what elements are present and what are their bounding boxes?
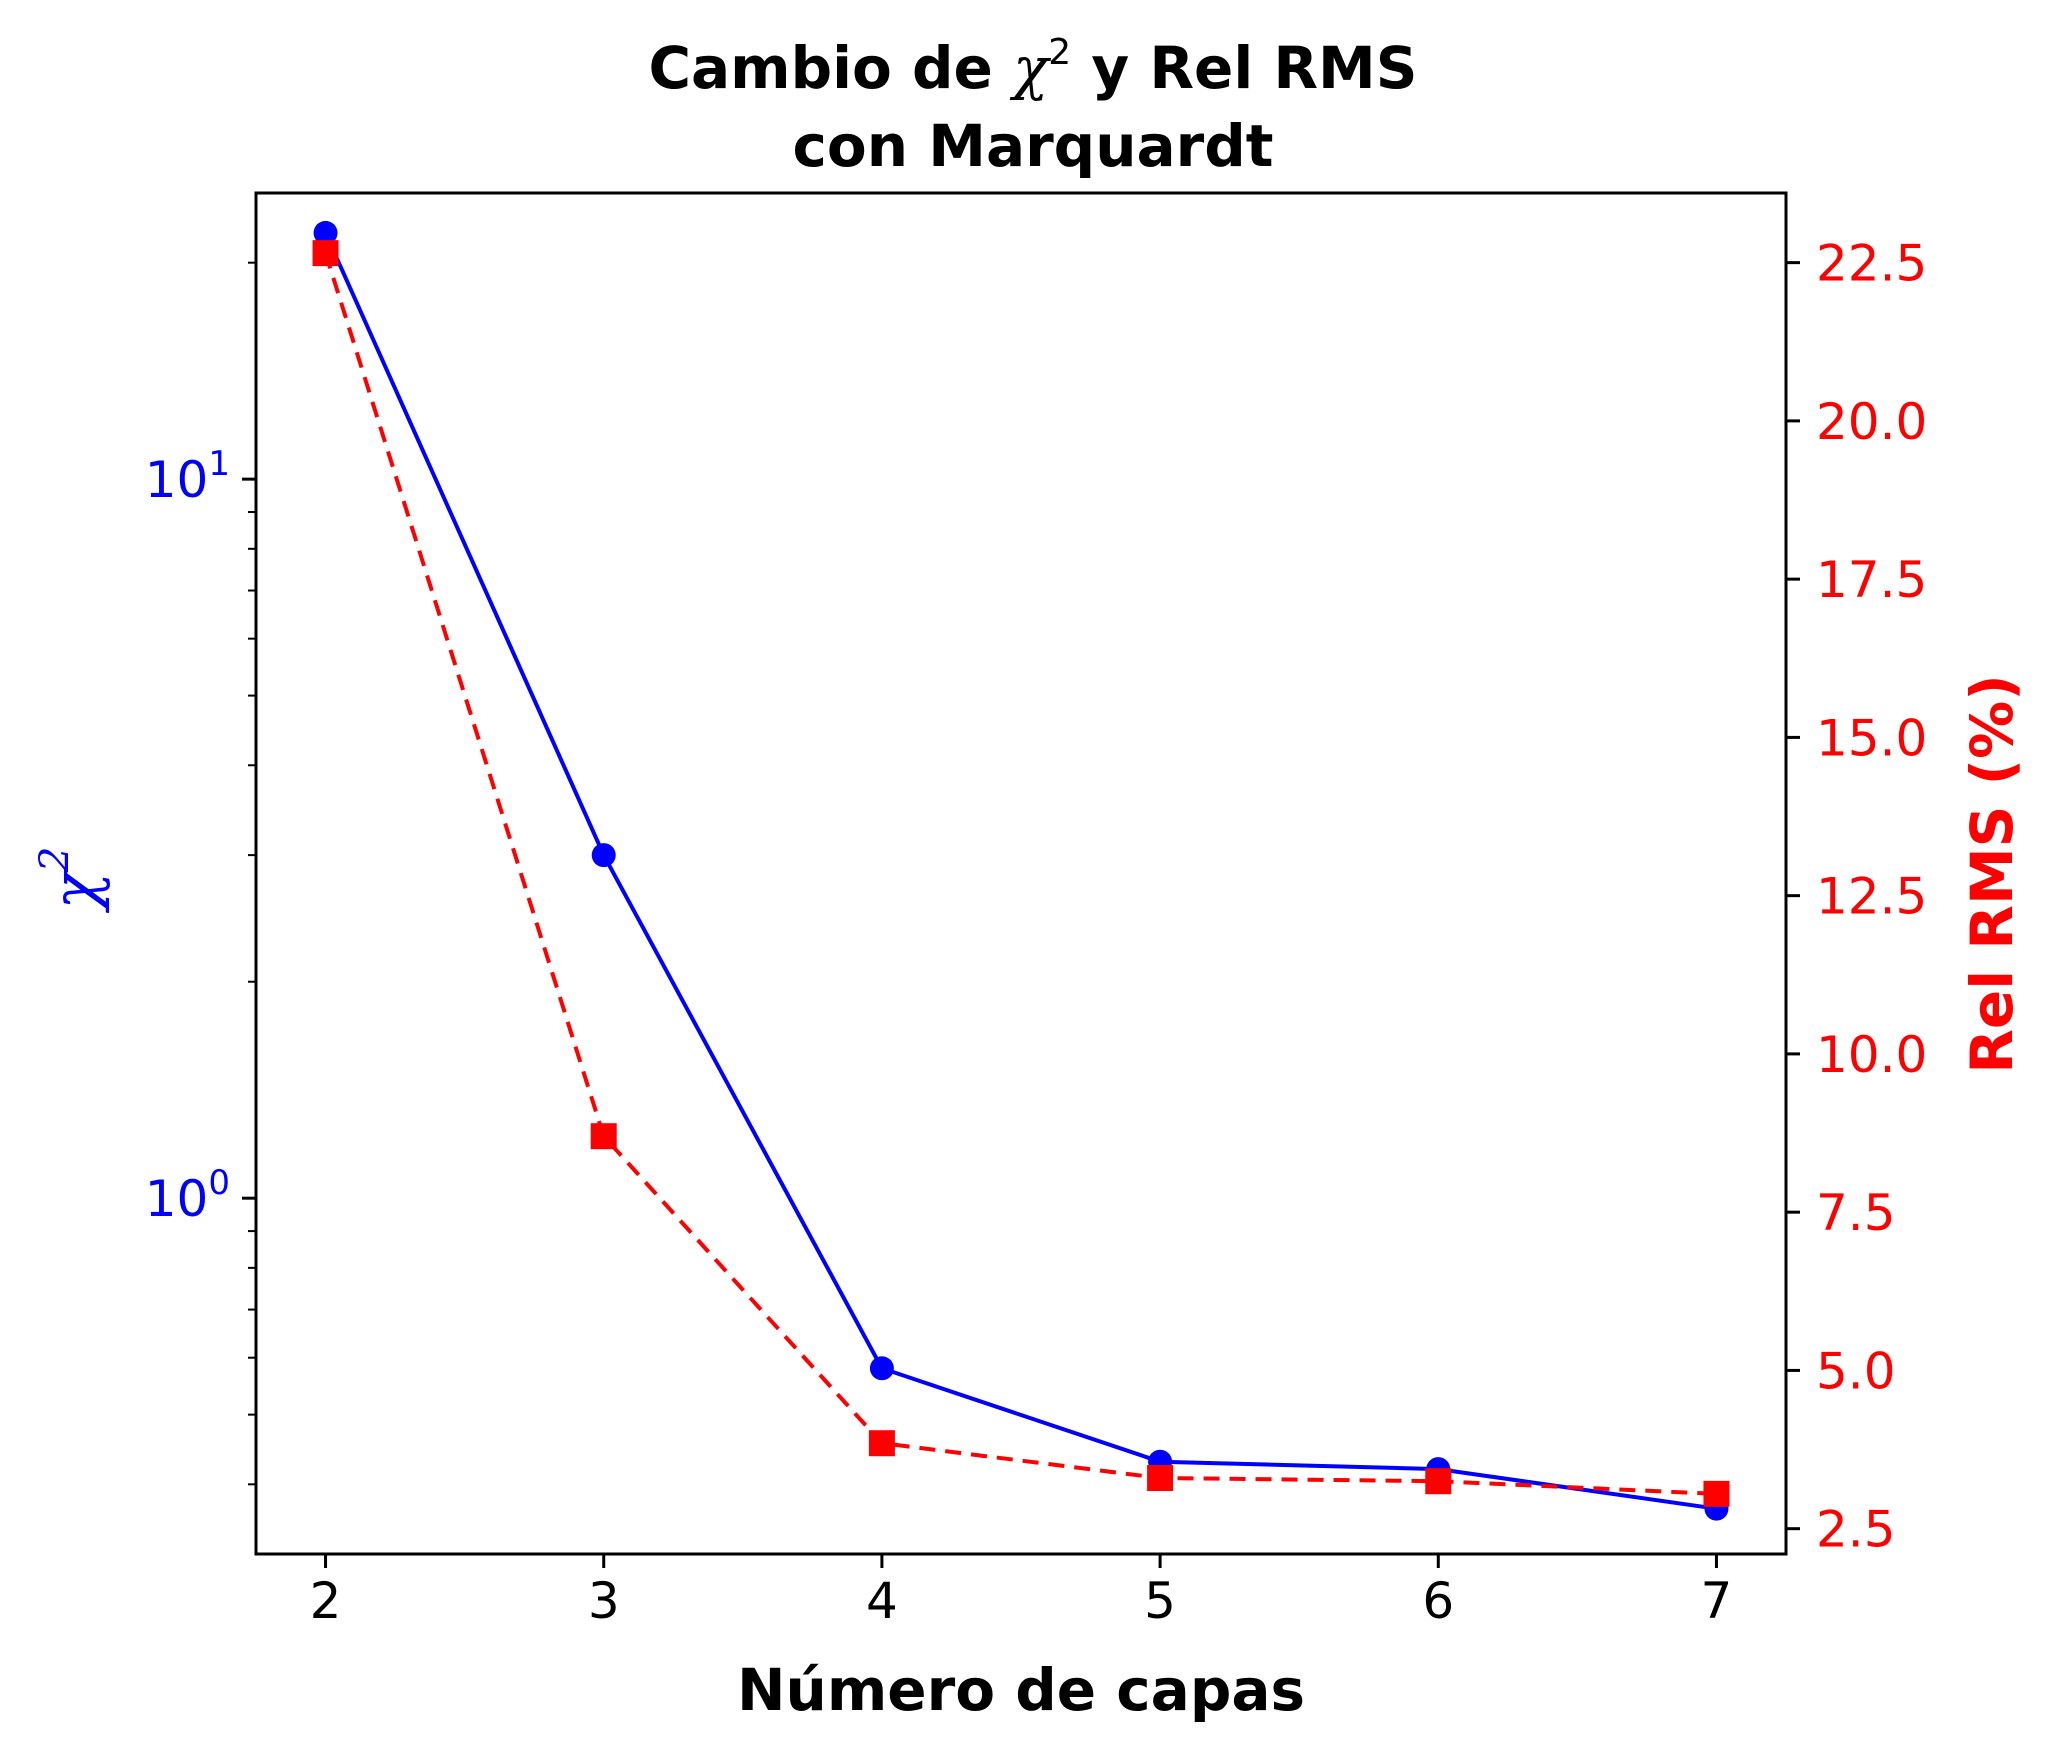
left-y-tick-exp: 0 [208, 1163, 230, 1203]
right-y-tick-label: 5.0 [1816, 1342, 1896, 1400]
left-y-tick-label: 100 [145, 1163, 230, 1228]
series-0-point [869, 1356, 894, 1381]
series-1-point [868, 1430, 895, 1457]
series-1-point [590, 1123, 617, 1150]
plot-area-frame [254, 191, 1788, 1556]
chart-title-line2: con Marquardt [793, 112, 1274, 180]
x-tick-label: 7 [1701, 1572, 1733, 1630]
series-line-1 [323, 252, 1717, 1496]
title-chi-symbol: χ [1009, 34, 1051, 102]
series-layer [312, 220, 1730, 1521]
x-tick-label: 3 [588, 1572, 620, 1630]
left-y-axis-label-symbol: χ [38, 869, 111, 914]
left-y-tick-base: 10 [145, 451, 209, 509]
series-0-point [591, 843, 616, 868]
left-y-tick-base: 10 [145, 1170, 209, 1228]
x-tick-label: 6 [1422, 1572, 1454, 1630]
title-suffix: y Rel RMS [1071, 34, 1417, 102]
x-tick-label: 5 [1144, 1572, 1176, 1630]
right-y-tick-label: 12.5 [1816, 868, 1927, 926]
right-y-tick-label: 7.5 [1816, 1184, 1896, 1242]
x-tick-label: 4 [866, 1572, 898, 1630]
right-y-tick-label: 15.0 [1816, 709, 1927, 767]
left-y-tick-label: 101 [145, 444, 230, 509]
right-y-tick-label: 22.5 [1816, 235, 1927, 293]
series-1-point [1425, 1468, 1452, 1495]
x-axis-label: Número de capas [737, 1656, 1305, 1724]
left-y-axis-label: χ2 [32, 846, 111, 913]
title-prefix: Cambio de [648, 34, 1013, 102]
chart-title-line1: Cambio de χ2 y Rel RMS [648, 32, 1417, 102]
series-1-point [1147, 1465, 1174, 1492]
right-y-tick-label: 20.0 [1816, 393, 1927, 451]
title-chi-sup: 2 [1048, 32, 1071, 73]
right-y-tick-label: 17.5 [1816, 551, 1927, 609]
right-y-axis-ticks: 2.5 5.0 7.5 10.0 12.5 15.0 17.5 20.0 22.5 [1786, 235, 1927, 1559]
series-line-0 [323, 232, 1717, 1511]
right-y-tick-label: 2.5 [1816, 1501, 1896, 1559]
x-tick-label: 2 [310, 1572, 342, 1630]
series-1-point [1703, 1480, 1730, 1507]
right-y-tick-label: 10.0 [1816, 1026, 1927, 1084]
x-axis-ticks: 2 3 4 5 6 7 [310, 1554, 1733, 1630]
left-y-axis-label-sup: 2 [32, 846, 78, 872]
series-1-point [312, 240, 339, 267]
series-0-point [313, 220, 338, 245]
left-y-tick-exp: 1 [208, 444, 230, 484]
right-y-axis-label: Rel RMS (%) [1958, 674, 2026, 1074]
